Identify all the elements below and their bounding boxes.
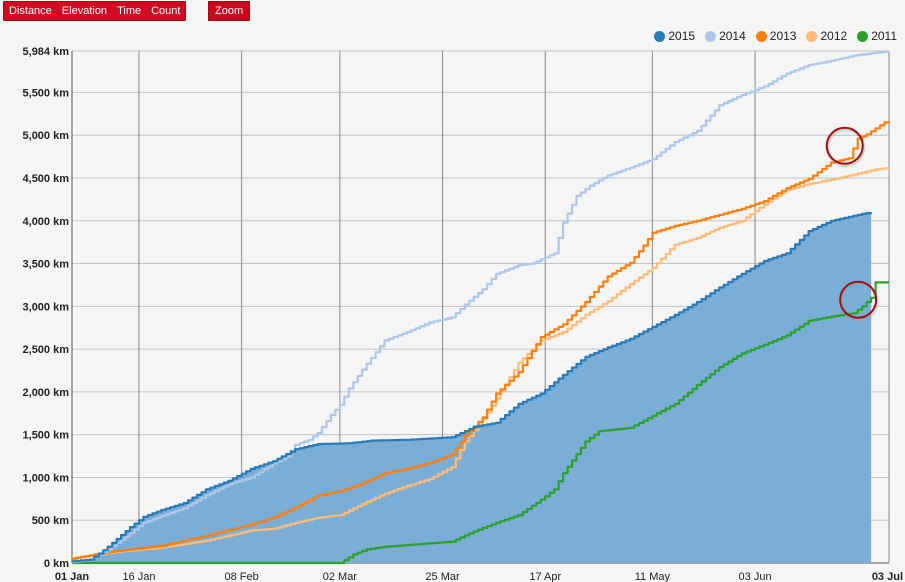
- y-tick-label: 2,000 km: [23, 387, 70, 399]
- y-tick-label: 5,500 km: [23, 87, 70, 99]
- y-tick-label: 2,500 km: [23, 344, 70, 356]
- zoom-button[interactable]: Zoom: [208, 1, 251, 21]
- legend-dot-icon: [755, 30, 767, 42]
- highlight-circle: [825, 126, 864, 165]
- series-line-2011: [72, 281, 889, 565]
- legend-item-2011[interactable]: 2011: [857, 29, 897, 43]
- x-tick-label: 03 Jul: [872, 571, 903, 582]
- series-line-2015: [72, 212, 873, 563]
- x-tick-label: 08 Feb: [225, 571, 259, 582]
- legend-dot-icon: [806, 30, 818, 42]
- legend-dot-icon: [857, 30, 869, 42]
- y-tick-label: 0 km: [44, 558, 69, 570]
- legend-label: 2012: [820, 29, 848, 43]
- x-tick-label: 11 May: [635, 571, 671, 582]
- y-tick-label: 3,000 km: [23, 301, 70, 313]
- tab-count[interactable]: Count: [151, 5, 181, 17]
- x-tick-label: 25 Mar: [425, 571, 460, 582]
- legend-label: 2015: [668, 29, 696, 43]
- y-tick-label: 1,500 km: [23, 430, 70, 442]
- highlight-circle: [839, 280, 878, 319]
- series-area-2015: [72, 212, 872, 563]
- legend: 2015 2014 2013 2012 2011: [654, 28, 897, 44]
- line-layer: [72, 50, 891, 565]
- x-tick-label: 03 Jun: [739, 571, 772, 582]
- legend-label: 2014: [719, 29, 746, 43]
- legend-dot-icon: [705, 30, 717, 42]
- legend-dot-icon: [654, 30, 666, 42]
- highlight-layer: [825, 126, 879, 322]
- x-tick-label: 02 Mar: [323, 571, 358, 582]
- y-tick-label: 3,500 km: [23, 259, 70, 271]
- y-tick-label: 500 km: [32, 515, 70, 527]
- legend-item-2012[interactable]: 2012: [806, 29, 847, 43]
- x-tick-label: 16 Jan: [122, 571, 155, 582]
- y-tick-label: 1,000 km: [23, 472, 70, 484]
- legend-label: 2011: [871, 29, 897, 43]
- legend-item-2015[interactable]: 2015: [654, 29, 695, 43]
- tab-distance[interactable]: Distance: [9, 5, 52, 17]
- y-tick-label: 5,000 km: [23, 130, 70, 142]
- x-tick-label: 17 Apr: [529, 571, 561, 582]
- y-tick-label: 5,984 km: [23, 46, 70, 58]
- y-tick-label: 4,500 km: [23, 173, 70, 185]
- series-line-2014: [72, 50, 891, 564]
- legend-item-2014[interactable]: 2014: [705, 29, 746, 43]
- legend-item-2013[interactable]: 2013: [755, 29, 797, 43]
- area-layer: [72, 212, 872, 563]
- legend-label: 2013: [769, 29, 797, 43]
- series-line-2013: [72, 121, 891, 560]
- axes: 0 km 500 km 1,000 km 1,500 km 2,000 km 2,500 …: [23, 46, 903, 582]
- metric-tab-group: Distance Elevation Time Count: [3, 1, 187, 21]
- tab-time[interactable]: Time: [117, 5, 142, 17]
- y-tick-label: 4,000 km: [23, 216, 70, 228]
- x-tick-label: 01 Jan: [55, 571, 90, 582]
- tab-elevation[interactable]: Elevation: [61, 5, 108, 17]
